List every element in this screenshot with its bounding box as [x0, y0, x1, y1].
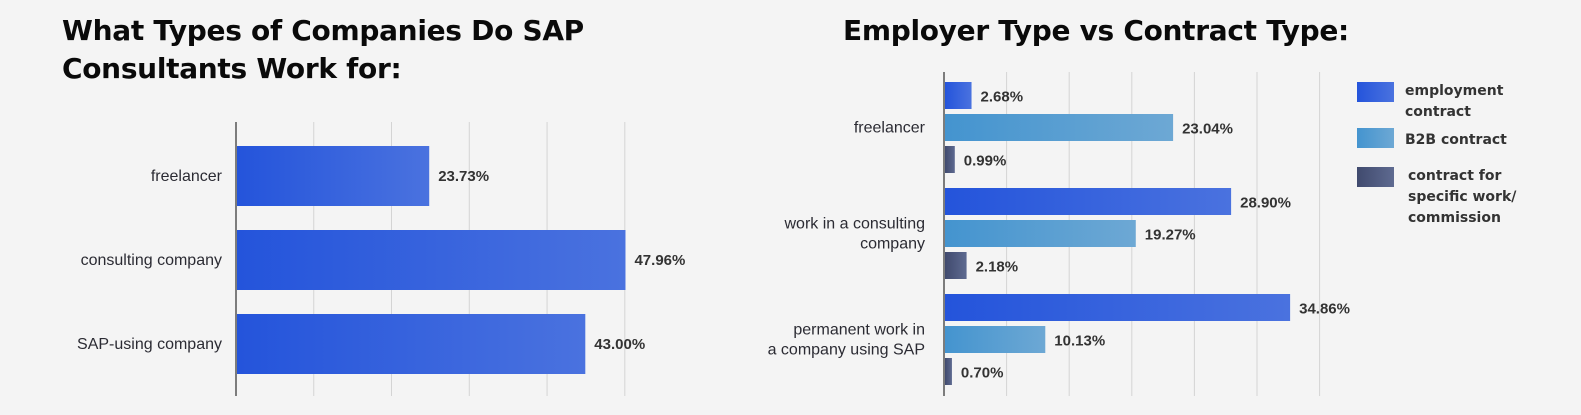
- chart-employer-vs-contract: 2.68% 23.04% 0.99% freelancer 28.90% 19.27% 2.…: [768, 72, 1350, 396]
- bar: [237, 230, 626, 290]
- legend-label: specific work/: [1408, 189, 1517, 205]
- category-label: freelancer: [151, 168, 223, 185]
- value-label: 2.68%: [981, 89, 1024, 106]
- value-label: 47.96%: [634, 252, 685, 269]
- value-label: 19.27%: [1145, 227, 1196, 244]
- legend-label: contract for: [1408, 168, 1502, 184]
- value-label: 0.70%: [961, 365, 1004, 382]
- bar: [945, 326, 1046, 353]
- value-label: 28.90%: [1240, 195, 1291, 212]
- bar: [945, 114, 1174, 141]
- value-label: 43.00%: [594, 336, 645, 353]
- value-label: 10.13%: [1054, 333, 1105, 350]
- value-label: 0.99%: [964, 153, 1007, 170]
- value-label: 23.73%: [438, 168, 489, 185]
- legend-label: B2B contract: [1405, 132, 1507, 148]
- bar: [237, 146, 430, 206]
- legend-label: commission: [1408, 210, 1501, 226]
- category-label: company: [860, 236, 925, 253]
- chart-title-company-types: What Types of Companies Do SAP Consultan…: [62, 14, 584, 85]
- bar: [945, 146, 955, 173]
- bar: [945, 294, 1291, 321]
- legend: employment contract B2B contract contract f…: [1357, 82, 1517, 226]
- value-label: 34.86%: [1299, 301, 1350, 318]
- category-label: permanent work in: [793, 322, 925, 339]
- value-label: 2.18%: [976, 259, 1019, 276]
- legend-swatch: [1357, 128, 1394, 148]
- category-label: SAP-using company: [77, 336, 222, 353]
- bar: [945, 220, 1136, 247]
- value-label: 23.04%: [1182, 121, 1233, 138]
- bar: [237, 314, 586, 374]
- chart-company-types: freelancer 23.73% consulting company 47.96%…: [77, 122, 685, 396]
- bar: [945, 252, 967, 279]
- legend-swatch: [1357, 167, 1394, 187]
- category-label: a company using SAP: [768, 342, 925, 359]
- bar: [945, 188, 1232, 215]
- category-label: freelancer: [854, 120, 926, 137]
- chart-title-employer-vs-contract: Employer Type vs Contract Type:: [843, 14, 1349, 47]
- category-label: consulting company: [81, 252, 222, 269]
- legend-swatch: [1357, 82, 1394, 102]
- bar: [945, 82, 972, 109]
- category-label: work in a consulting: [783, 216, 925, 233]
- bar: [945, 358, 952, 385]
- legend-label: contract: [1405, 104, 1471, 120]
- legend-label: employment: [1405, 83, 1504, 99]
